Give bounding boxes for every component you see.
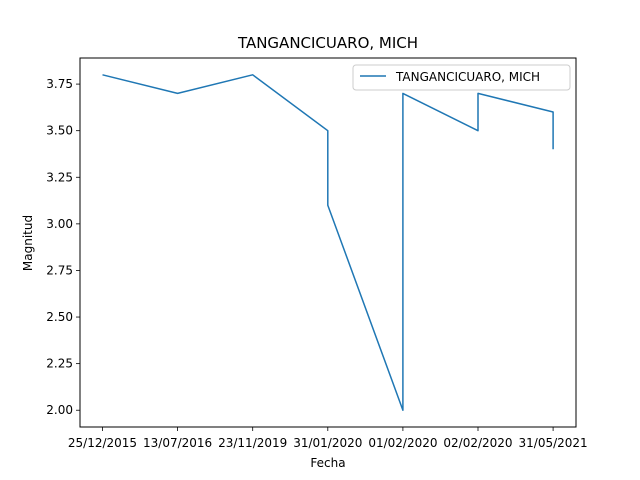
y-tick-label: 3.25 bbox=[46, 170, 73, 184]
x-tick-label: 13/07/2016 bbox=[143, 436, 212, 450]
plot-frame bbox=[79, 57, 577, 428]
x-tick-label: 01/02/2020 bbox=[368, 436, 437, 450]
y-tick-label: 2.25 bbox=[46, 357, 73, 371]
chart-title: TANGANCICUARO, MICH bbox=[237, 34, 418, 52]
plot-lines bbox=[102, 74, 554, 411]
y-tick-label: 2.50 bbox=[46, 310, 73, 324]
x-axis-label: Fecha bbox=[310, 456, 345, 470]
y-tick-label: 2.00 bbox=[46, 403, 73, 417]
legend-box bbox=[352, 64, 571, 91]
series-line bbox=[102, 74, 554, 411]
x-tick-label: 31/05/2021 bbox=[519, 436, 588, 450]
x-tick-label: 02/02/2020 bbox=[443, 436, 512, 450]
x-axis: 25/12/2015 13/07/2016 23/11/2019 31/01/2020… bbox=[68, 427, 588, 450]
legend: TANGANCICUARO, MICH bbox=[352, 64, 571, 91]
y-axis-label: Magnitud bbox=[21, 215, 35, 271]
y-tick-label: 3.50 bbox=[46, 124, 73, 138]
x-tick-label: 31/01/2020 bbox=[293, 436, 362, 450]
y-tick-label: 3.75 bbox=[46, 77, 73, 91]
x-tick-label: 23/11/2019 bbox=[218, 436, 287, 450]
y-tick-label: 2.75 bbox=[46, 263, 73, 277]
y-axis: 2.00 2.25 2.50 2.75 3.00 3.25 3.50 3.75 bbox=[46, 77, 80, 417]
y-tick-label: 3.00 bbox=[46, 217, 73, 231]
legend-label: TANGANCICUARO, MICH bbox=[395, 70, 540, 84]
x-tick-label: 25/12/2015 bbox=[68, 436, 137, 450]
